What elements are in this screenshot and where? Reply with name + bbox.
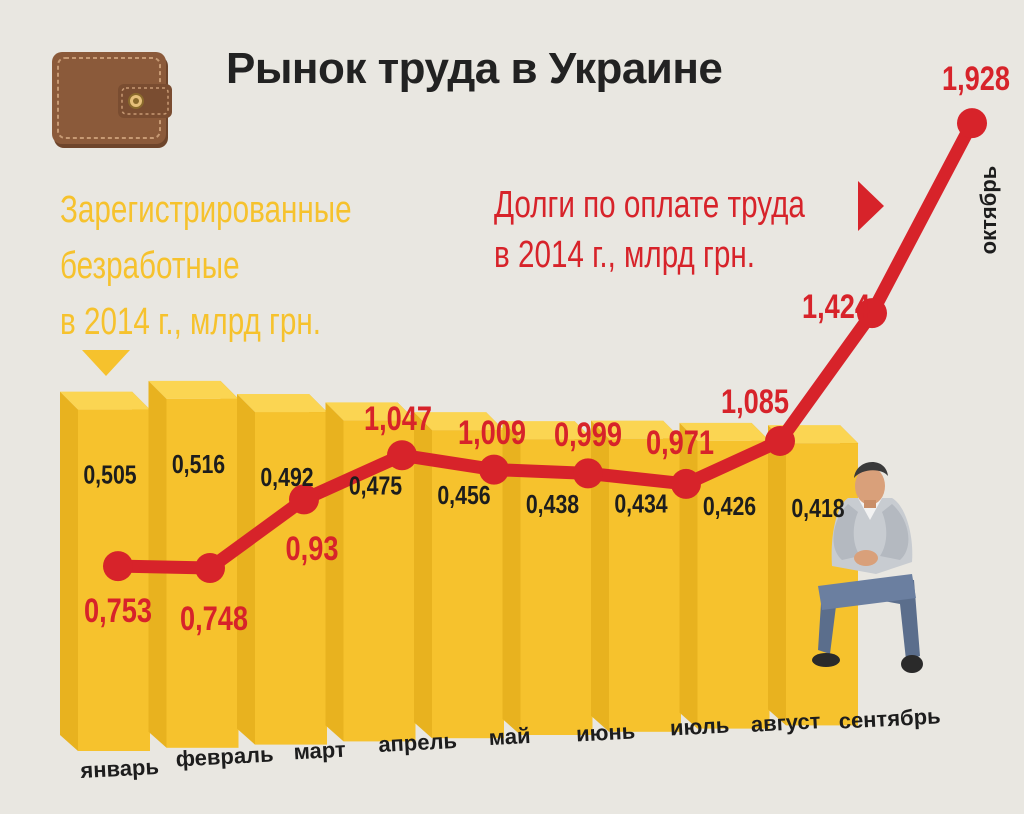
bar [679,422,770,729]
bar [591,420,681,732]
bar [148,380,239,748]
bar [502,421,593,735]
bar-value-label: 0,505 [83,461,136,491]
bar-value-label: 0,418 [791,494,844,524]
bar [768,425,858,726]
debt-value-label: 1,085 [721,382,789,421]
unemployed-arrow-icon [82,350,130,376]
unemployed-caption-line: безработные [60,245,240,287]
bar-top [325,402,416,421]
bar-value-label: 0,434 [614,490,668,520]
bar-value-label: 0,426 [703,492,756,522]
debt-point [479,454,509,485]
debt-value-label: 1,928 [942,59,1010,98]
bar-value-label: 0,456 [437,481,490,511]
bar-left-edge [325,402,344,742]
bar-front [255,412,327,745]
debt-value-label: 1,424 [802,287,870,326]
debt-point [195,553,225,583]
bar-left-edge [679,422,698,729]
bar-left-edge [591,420,609,732]
debt-point [957,108,987,139]
category-label: май [488,723,531,750]
bar-value-label: 0,475 [349,471,402,501]
debt-value-label: 0,999 [554,415,622,454]
bar-top [591,420,681,439]
debt-arrow-icon [858,181,884,231]
unemployed-caption-line: Зарегистрированные [60,189,352,231]
bar [237,394,327,745]
category-label: апрель [378,728,458,757]
bar-top [414,412,504,431]
wallet-icon [52,52,172,148]
category-label: август [750,708,821,737]
bar-left-edge [768,425,786,726]
debt-point [765,425,795,456]
category-label: июль [669,712,729,740]
bar-left-edge [60,391,78,751]
bar-top [237,394,327,413]
category-label: июнь [575,718,635,746]
debt-point [857,298,887,329]
debt-value-label: 1,009 [458,413,526,452]
debt-value-label: 0,93 [286,529,339,568]
bar-front [697,440,770,729]
category-label: март [293,737,347,765]
bar-left-edge [237,394,255,745]
bar-left-edge [414,412,432,739]
bar-front [520,439,593,735]
bar-left-edge [502,421,521,735]
debt-caption: Долги по оплате труда в 2014 г., млрд гр… [494,180,845,280]
debt-value-label: 0,748 [180,599,248,638]
bar-value-label: 0,438 [526,490,579,520]
chart-decorations [82,181,884,376]
debt-value-label: 1,047 [364,399,432,438]
bar-top [502,421,593,440]
debt-series-line [111,116,979,575]
page-title: Рынок труда в Украине [226,44,723,93]
sitting-man-illustration [812,461,923,673]
line-layer [103,108,987,583]
labels-layer: 0,505 0,516 0,492 0,475 0,456 0,438 0,434 0,426… [79,59,1010,783]
debt-point [387,440,417,471]
unemployed-caption: Зарегистрированные безработные в 2014 г.… [60,182,352,350]
bar-top [148,380,239,399]
bar-top [679,422,770,441]
bar-value-label: 0,516 [172,450,225,480]
debt-value-label: 0,971 [646,423,714,462]
debt-point [573,458,603,489]
debt-point [103,551,133,582]
debt-point [671,468,701,499]
debt-value-label: 0,753 [84,591,152,630]
bar [60,391,150,751]
unemployed-caption-line: в 2014 г., млрд грн. [60,301,321,343]
category-label: сентябрь [838,703,941,733]
debt-caption-line: в 2014 г., млрд грн. [494,234,755,276]
category-label: январь [79,754,160,783]
category-label: февраль [175,741,274,771]
debt-point [289,484,319,515]
debt-caption-line: Долги по оплате труда [494,184,805,226]
bar-value-label: 0,492 [260,463,313,493]
category-label: октябрь [976,166,1001,255]
bar-top [60,391,150,410]
